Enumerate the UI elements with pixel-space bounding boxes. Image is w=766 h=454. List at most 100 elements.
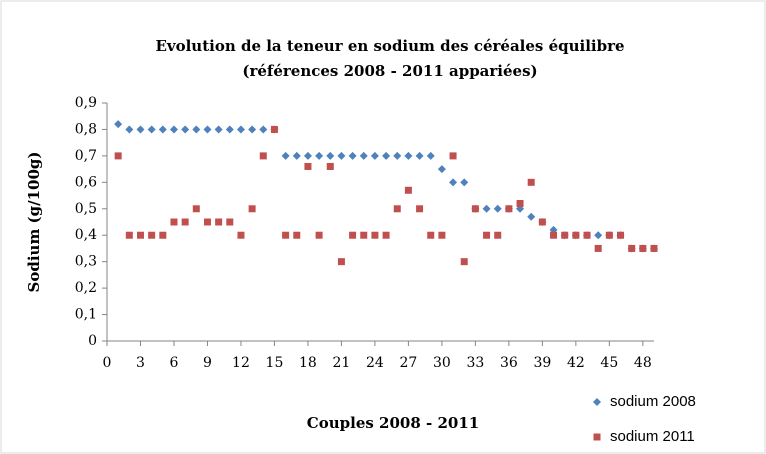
data-point [203, 125, 212, 134]
data-point [158, 125, 167, 134]
x-tick-label: 39 [533, 355, 551, 371]
data-point [248, 205, 256, 213]
x-tick-label: 6 [170, 355, 179, 371]
y-tick-label: 0,7 [75, 148, 97, 164]
data-point [148, 231, 156, 239]
chart-subtitle: (références 2008 - 2011 appariées) [242, 62, 537, 80]
x-tick-label: 27 [399, 355, 417, 371]
x-tick-label: 36 [500, 355, 518, 371]
data-point [416, 205, 424, 213]
x-tick-label: 18 [299, 355, 317, 371]
data-point [438, 231, 446, 239]
data-point [404, 151, 413, 160]
data-point [482, 204, 491, 213]
data-point [315, 231, 323, 239]
y-tick-label: 0,1 [75, 307, 97, 323]
data-point [293, 231, 301, 239]
data-point [460, 178, 469, 187]
x-tick-label: 48 [634, 355, 652, 371]
data-point [304, 162, 312, 170]
data-point [259, 152, 267, 160]
data-point [281, 151, 290, 160]
legend-label: sodium 2008 [610, 393, 696, 410]
data-point [639, 244, 647, 252]
data-point [572, 231, 580, 239]
data-point [114, 152, 122, 160]
data-point [437, 165, 446, 174]
data-point [427, 231, 435, 239]
data-point [349, 231, 357, 239]
data-point [282, 231, 290, 239]
x-tick-label: 0 [103, 355, 112, 371]
data-point [303, 151, 312, 160]
y-tick-label: 0,5 [75, 201, 97, 217]
data-point [136, 125, 145, 134]
data-point [494, 231, 502, 239]
x-tick-label: 42 [567, 355, 585, 371]
data-point [326, 162, 334, 170]
x-axis-title: Couples 2008 - 2011 [307, 414, 479, 432]
data-point [493, 204, 502, 213]
data-point [192, 205, 200, 213]
data-point [393, 151, 402, 160]
data-point [527, 212, 536, 221]
data-point [516, 199, 524, 207]
legend-marker [593, 398, 601, 406]
data-point [415, 151, 424, 160]
legend-label: sodium 2011 [610, 428, 695, 445]
data-point [292, 151, 301, 160]
data-point [360, 231, 368, 239]
data-point [326, 151, 335, 160]
data-point [359, 151, 368, 160]
data-point [181, 218, 189, 226]
data-point [505, 205, 513, 213]
y-tick-label: 0,2 [75, 280, 97, 296]
chart-title: Evolution de la teneur en sodium des cér… [155, 37, 624, 55]
data-point [426, 151, 435, 160]
x-tick-label: 24 [366, 355, 384, 371]
data-point [628, 244, 636, 252]
data-point [337, 151, 346, 160]
x-tick-label: 30 [433, 355, 451, 371]
data-point [192, 125, 201, 134]
data-point [393, 205, 401, 213]
data-point [248, 125, 257, 134]
x-tick-label: 33 [466, 355, 484, 371]
data-point [449, 152, 457, 160]
data-point [237, 231, 245, 239]
data-point [170, 218, 178, 226]
data-point [270, 125, 278, 133]
y-tick-label: 0 [88, 333, 97, 349]
data-point [550, 231, 558, 239]
data-point [370, 151, 379, 160]
data-point [259, 125, 268, 134]
x-tick-label: 21 [333, 355, 351, 371]
y-tick-label: 0,3 [75, 254, 97, 270]
data-point [136, 231, 144, 239]
data-point [203, 218, 211, 226]
data-point [538, 218, 546, 226]
data-point [404, 186, 412, 194]
x-tick-label: 9 [203, 355, 212, 371]
data-point [382, 231, 390, 239]
data-point [125, 231, 133, 239]
x-tick-label: 45 [600, 355, 618, 371]
data-point [471, 205, 479, 213]
data-point [147, 125, 156, 134]
data-point [114, 120, 123, 129]
data-point [236, 125, 245, 134]
data-point [214, 125, 223, 134]
data-point [617, 231, 625, 239]
data-point [382, 151, 391, 160]
data-point [605, 231, 613, 239]
data-point [594, 231, 603, 240]
data-point [225, 125, 234, 134]
data-point [348, 151, 357, 160]
data-point [561, 231, 569, 239]
data-point [125, 125, 134, 134]
legend-marker [593, 433, 601, 441]
data-point [215, 218, 223, 226]
data-point [181, 125, 190, 134]
data-point [460, 258, 468, 266]
